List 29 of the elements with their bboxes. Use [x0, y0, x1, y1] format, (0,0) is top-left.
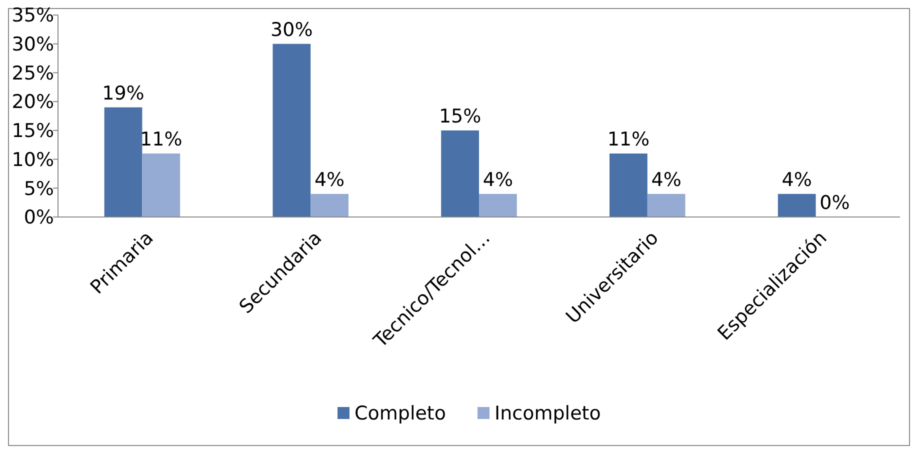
bar [272, 44, 311, 217]
y-tick-label: 30% [12, 34, 54, 56]
data-label: 19% [102, 82, 144, 104]
data-label: 15% [438, 105, 482, 128]
y-tick-label: 0% [24, 206, 54, 229]
data-label: 4% [482, 168, 514, 191]
y-tick-label: 15% [12, 120, 54, 142]
data-label: 30% [270, 18, 313, 41]
y-tick-label: 10% [12, 148, 54, 171]
bar [441, 130, 479, 217]
bar [778, 194, 816, 217]
data-label: 4% [314, 168, 345, 191]
bar [104, 107, 142, 217]
legend-label: Incompleto [494, 402, 601, 425]
bar [310, 194, 348, 217]
data-label: 11% [607, 128, 650, 151]
data-label: 0% [820, 192, 850, 214]
data-label: 4% [782, 168, 812, 191]
y-tick-label: 35% [12, 4, 54, 27]
y-tick-label: 25% [12, 62, 54, 84]
data-label: 4% [651, 168, 682, 191]
bar [479, 194, 517, 217]
legend-label: Completo [354, 402, 446, 425]
y-tick-label: 20% [12, 91, 54, 114]
y-tick-label: 5% [24, 178, 54, 200]
bar [647, 194, 686, 217]
bar [610, 154, 648, 217]
data-label: 11% [140, 128, 182, 151]
bar [142, 154, 180, 217]
